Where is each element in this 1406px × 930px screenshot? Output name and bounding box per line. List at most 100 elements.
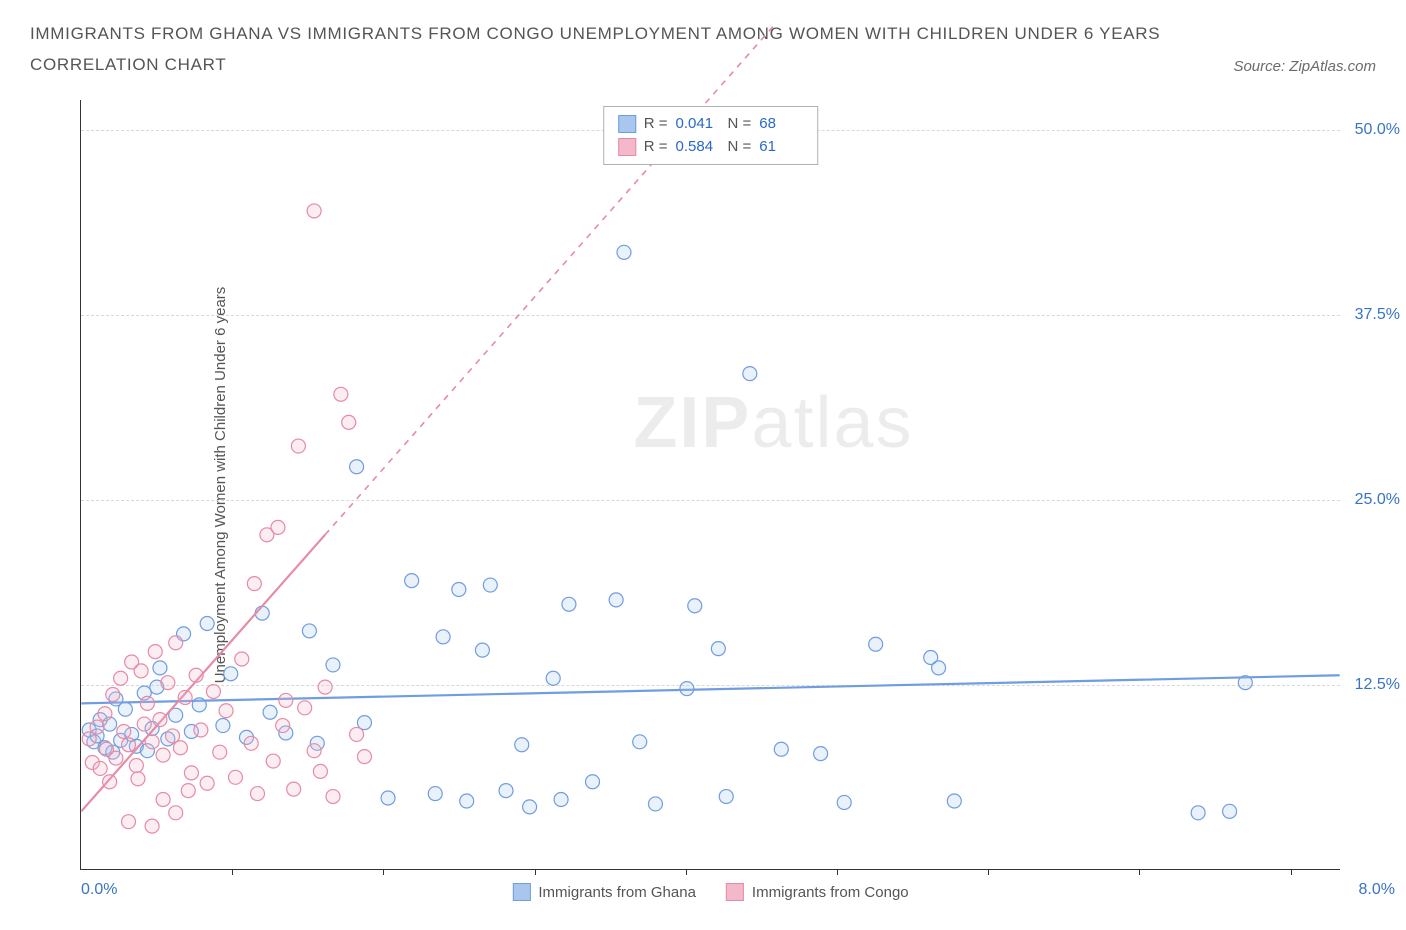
x-tick <box>1291 869 1292 875</box>
y-tick-label: 12.5% <box>1355 676 1400 694</box>
data-point <box>148 645 162 659</box>
y-tick-label: 25.0% <box>1355 491 1400 509</box>
stat-n-congo: 61 <box>759 136 803 159</box>
stat-n-label: N = <box>728 136 752 159</box>
data-point <box>633 735 647 749</box>
data-point <box>617 245 631 259</box>
data-point <box>291 439 305 453</box>
data-point <box>436 630 450 644</box>
stat-n-label: N = <box>728 113 752 136</box>
data-point <box>184 766 198 780</box>
data-point <box>298 701 312 715</box>
data-point <box>140 696 154 710</box>
source-label: Source: ZipAtlas.com <box>1233 58 1376 75</box>
data-point <box>247 577 261 591</box>
data-point <box>743 367 757 381</box>
stat-n-ghana: 68 <box>759 113 803 136</box>
data-point <box>106 688 120 702</box>
data-point <box>405 574 419 588</box>
data-point <box>869 637 883 651</box>
data-point <box>648 797 662 811</box>
data-point <box>554 793 568 807</box>
regression-line-dashed <box>325 26 773 535</box>
data-point <box>192 698 206 712</box>
data-point <box>169 636 183 650</box>
data-point <box>1191 806 1205 820</box>
data-point <box>263 705 277 719</box>
data-point <box>1238 676 1252 690</box>
stats-row-congo: R = 0.584 N = 61 <box>618 136 804 159</box>
stats-box: R = 0.041 N = 68 R = 0.584 N = 61 <box>603 106 819 165</box>
x-tick <box>1139 869 1140 875</box>
data-point <box>460 794 474 808</box>
data-point <box>118 702 132 716</box>
data-point <box>228 770 242 784</box>
x-origin-label: 0.0% <box>81 881 117 899</box>
x-tick <box>686 869 687 875</box>
legend-item-ghana: Immigrants from Ghana <box>512 883 696 901</box>
legend: Immigrants from Ghana Immigrants from Co… <box>512 883 908 901</box>
data-point <box>452 583 466 597</box>
data-point <box>932 661 946 675</box>
plot-region: ZIPatlas 12.5%25.0%37.5%50.0% 0.0% 8.0% … <box>80 100 1340 870</box>
data-point <box>250 787 264 801</box>
title-block: IMMIGRANTS FROM GHANA VS IMMIGRANTS FROM… <box>0 0 1406 85</box>
swatch-ghana <box>618 115 636 133</box>
data-point <box>178 690 192 704</box>
x-tick <box>232 869 233 875</box>
data-point <box>381 791 395 805</box>
data-point <box>137 717 151 731</box>
stat-r-congo: 0.584 <box>676 136 720 159</box>
data-point <box>947 794 961 808</box>
data-point <box>93 761 107 775</box>
data-point <box>680 682 694 696</box>
data-point <box>326 658 340 672</box>
legend-swatch-congo <box>726 883 744 901</box>
data-point <box>181 784 195 798</box>
data-point <box>428 787 442 801</box>
data-point <box>609 593 623 607</box>
data-point <box>235 652 249 666</box>
data-point <box>357 750 371 764</box>
data-point <box>153 661 167 675</box>
x-tick <box>988 869 989 875</box>
data-point <box>117 724 131 738</box>
data-point <box>224 667 238 681</box>
data-point <box>122 815 136 829</box>
stat-r-label: R = <box>644 113 668 136</box>
data-point <box>318 680 332 694</box>
x-max-label: 8.0% <box>1359 881 1395 899</box>
stat-r-ghana: 0.041 <box>676 113 720 136</box>
data-point <box>287 782 301 796</box>
data-point <box>334 387 348 401</box>
data-point <box>122 738 136 752</box>
data-point <box>219 704 233 718</box>
data-point <box>279 693 293 707</box>
data-point <box>131 772 145 786</box>
data-point <box>688 599 702 613</box>
data-point <box>266 754 280 768</box>
data-point <box>114 671 128 685</box>
data-point <box>200 617 214 631</box>
legend-label-ghana: Immigrants from Ghana <box>538 884 696 901</box>
data-point <box>313 764 327 778</box>
y-tick-label: 37.5% <box>1355 306 1400 324</box>
chart-title: IMMIGRANTS FROM GHANA VS IMMIGRANTS FROM… <box>30 20 1376 47</box>
data-point <box>711 642 725 656</box>
chart-subtitle: CORRELATION CHART <box>30 55 1376 75</box>
data-point <box>483 578 497 592</box>
plot-svg <box>81 100 1340 869</box>
swatch-congo <box>618 138 636 156</box>
data-point <box>153 713 167 727</box>
data-point <box>562 597 576 611</box>
data-point <box>129 758 143 772</box>
data-point <box>350 727 364 741</box>
legend-label-congo: Immigrants from Congo <box>752 884 909 901</box>
data-point <box>90 720 104 734</box>
chart-area: Unemployment Among Women with Children U… <box>60 100 1380 870</box>
data-point <box>837 795 851 809</box>
data-point <box>586 775 600 789</box>
data-point <box>774 742 788 756</box>
data-point <box>523 800 537 814</box>
data-point <box>145 735 159 749</box>
